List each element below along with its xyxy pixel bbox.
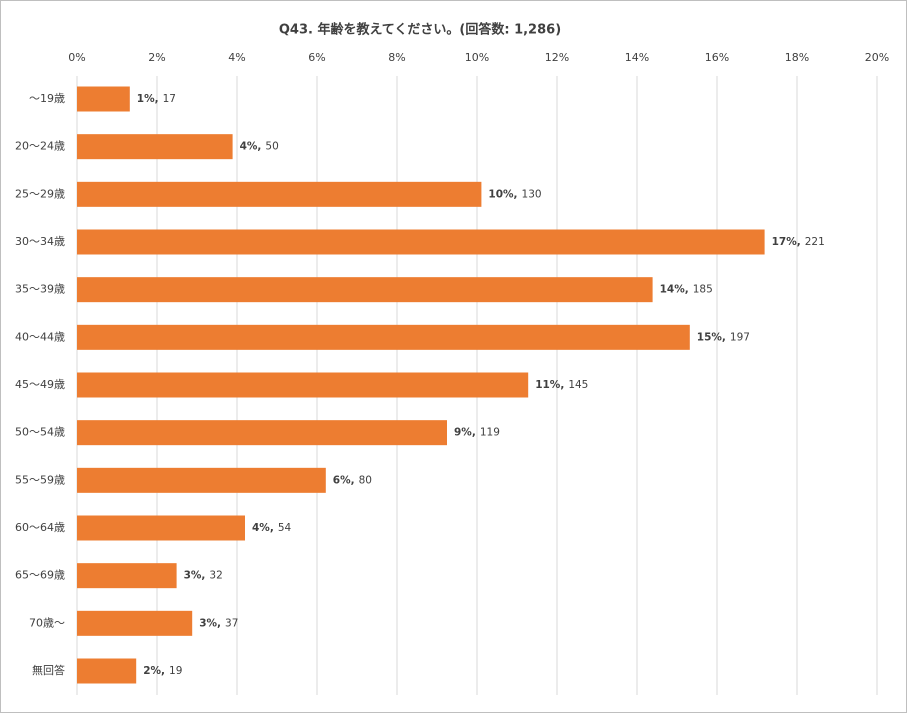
value-label: 3%,	[184, 570, 206, 582]
x-tick-label: 14%	[625, 51, 649, 64]
x-tick-label: 8%	[388, 51, 405, 64]
value-label: 2%,	[143, 665, 165, 677]
x-tick-label: 10%	[465, 51, 489, 64]
y-tick-label: 35～39歳	[15, 283, 65, 296]
value-label: 10%,	[488, 188, 517, 200]
value-label: 1%,	[137, 93, 159, 105]
y-tick-label: 65～69歳	[15, 569, 65, 582]
count-label: 50	[265, 141, 278, 153]
y-tick-label: ～19歳	[29, 92, 65, 105]
y-tick-label: 無回答	[32, 663, 65, 677]
y-tick-label: 40～44歳	[15, 330, 65, 343]
chart-title: Q43. 年齢を教えてください。(回答数: 1,286)	[279, 22, 561, 38]
bar	[77, 86, 130, 112]
value-label: 4%,	[252, 522, 274, 534]
y-tick-label: 20～24歳	[15, 140, 65, 153]
x-tick-label: 16%	[705, 51, 729, 64]
y-tick-label: 25～29歳	[15, 187, 65, 200]
count-label: 54	[278, 522, 292, 534]
y-tick-label: 30～34歳	[15, 235, 65, 248]
data-label: 4%, 50	[240, 141, 279, 153]
x-tick-label: 12%	[545, 51, 569, 64]
x-tick-label: 18%	[785, 51, 809, 64]
bar	[77, 324, 690, 350]
x-tick-label: 2%	[148, 51, 165, 64]
data-label: 9%, 119	[454, 427, 500, 439]
bar	[77, 420, 447, 446]
data-label: 1%, 17	[137, 93, 176, 105]
data-label: 10%, 130	[488, 188, 541, 200]
data-label: 3%, 32	[184, 570, 223, 582]
y-tick-label: 50～54歳	[15, 426, 65, 439]
count-label: 221	[805, 236, 825, 248]
y-tick-label: 55～59歳	[15, 473, 65, 486]
value-label: 3%,	[199, 617, 221, 629]
data-label: 14%, 185	[660, 284, 713, 296]
y-tick-label: 60～64歳	[15, 521, 65, 534]
data-label: 17%, 221	[772, 236, 825, 248]
count-label: 145	[568, 379, 588, 391]
data-label: 3%, 37	[199, 617, 238, 629]
count-label: 17	[163, 93, 176, 105]
y-tick-label: 70歳～	[29, 616, 65, 629]
bar	[77, 372, 529, 398]
x-tick-label: 20%	[865, 51, 889, 64]
bar	[77, 467, 326, 493]
count-label: 130	[522, 188, 542, 200]
bar	[77, 181, 482, 207]
count-label: 119	[480, 427, 500, 439]
bar	[77, 515, 245, 541]
data-label: 11%, 145	[535, 379, 588, 391]
count-label: 19	[169, 665, 182, 677]
value-label: 4%,	[240, 141, 262, 153]
data-label: 15%, 197	[697, 331, 750, 343]
value-label: 17%,	[772, 236, 801, 248]
count-label: 32	[209, 570, 222, 582]
count-label: 185	[693, 284, 713, 296]
x-tick-label: 0%	[68, 51, 85, 64]
data-label: 4%, 54	[252, 522, 292, 534]
x-tick-label: 4%	[228, 51, 245, 64]
bar	[77, 658, 137, 684]
count-label: 197	[730, 331, 750, 343]
bar	[77, 134, 233, 160]
data-label: 2%, 19	[143, 665, 182, 677]
value-label: 11%,	[535, 379, 564, 391]
value-label: 6%,	[333, 474, 355, 486]
bar	[77, 229, 765, 255]
x-tick-label: 6%	[308, 51, 325, 64]
y-tick-label: 45～49歳	[15, 378, 65, 391]
data-label: 6%, 80	[333, 474, 372, 486]
value-label: 14%,	[660, 284, 689, 296]
value-label: 15%,	[697, 331, 726, 343]
count-label: 37	[225, 617, 238, 629]
bar	[77, 610, 193, 636]
bar	[77, 277, 653, 303]
count-label: 80	[359, 474, 372, 486]
bar	[77, 563, 177, 589]
value-label: 9%,	[454, 427, 476, 439]
